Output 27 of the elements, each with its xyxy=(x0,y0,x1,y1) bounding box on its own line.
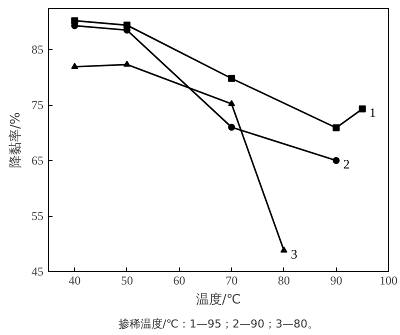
point xyxy=(228,74,236,82)
point xyxy=(280,246,288,253)
x-tick-label: 60 xyxy=(173,274,186,288)
x-tick-label: 40 xyxy=(68,274,81,288)
point xyxy=(358,105,366,112)
y-axis-title: 降黏率/% xyxy=(8,112,24,168)
y-tick-label: 55 xyxy=(32,209,44,224)
series-label: 2 xyxy=(343,156,350,172)
x-tick-label: 70 xyxy=(226,274,238,288)
x-tick-label: 90 xyxy=(330,274,342,288)
series-label: 1 xyxy=(369,104,376,120)
point xyxy=(71,62,78,69)
x-tick-label: 50 xyxy=(120,274,133,288)
y-tick-label: 85 xyxy=(32,42,44,57)
series-label: 3 xyxy=(290,246,298,262)
y-tick-label: 65 xyxy=(32,154,44,168)
x-tick-label: 80 xyxy=(278,274,290,288)
x-axis-title: 温度/℃ xyxy=(196,292,241,308)
point xyxy=(228,100,236,106)
point xyxy=(332,157,340,164)
y-tick-label: 45 xyxy=(32,264,44,278)
y-tick-label: 75 xyxy=(32,98,44,112)
x-tick-label: 100 xyxy=(380,274,398,288)
point xyxy=(332,124,340,132)
point xyxy=(123,60,130,67)
text: 掺稀温度/℃：1—95；2—90；3—80。 xyxy=(118,318,319,330)
point xyxy=(228,124,236,131)
